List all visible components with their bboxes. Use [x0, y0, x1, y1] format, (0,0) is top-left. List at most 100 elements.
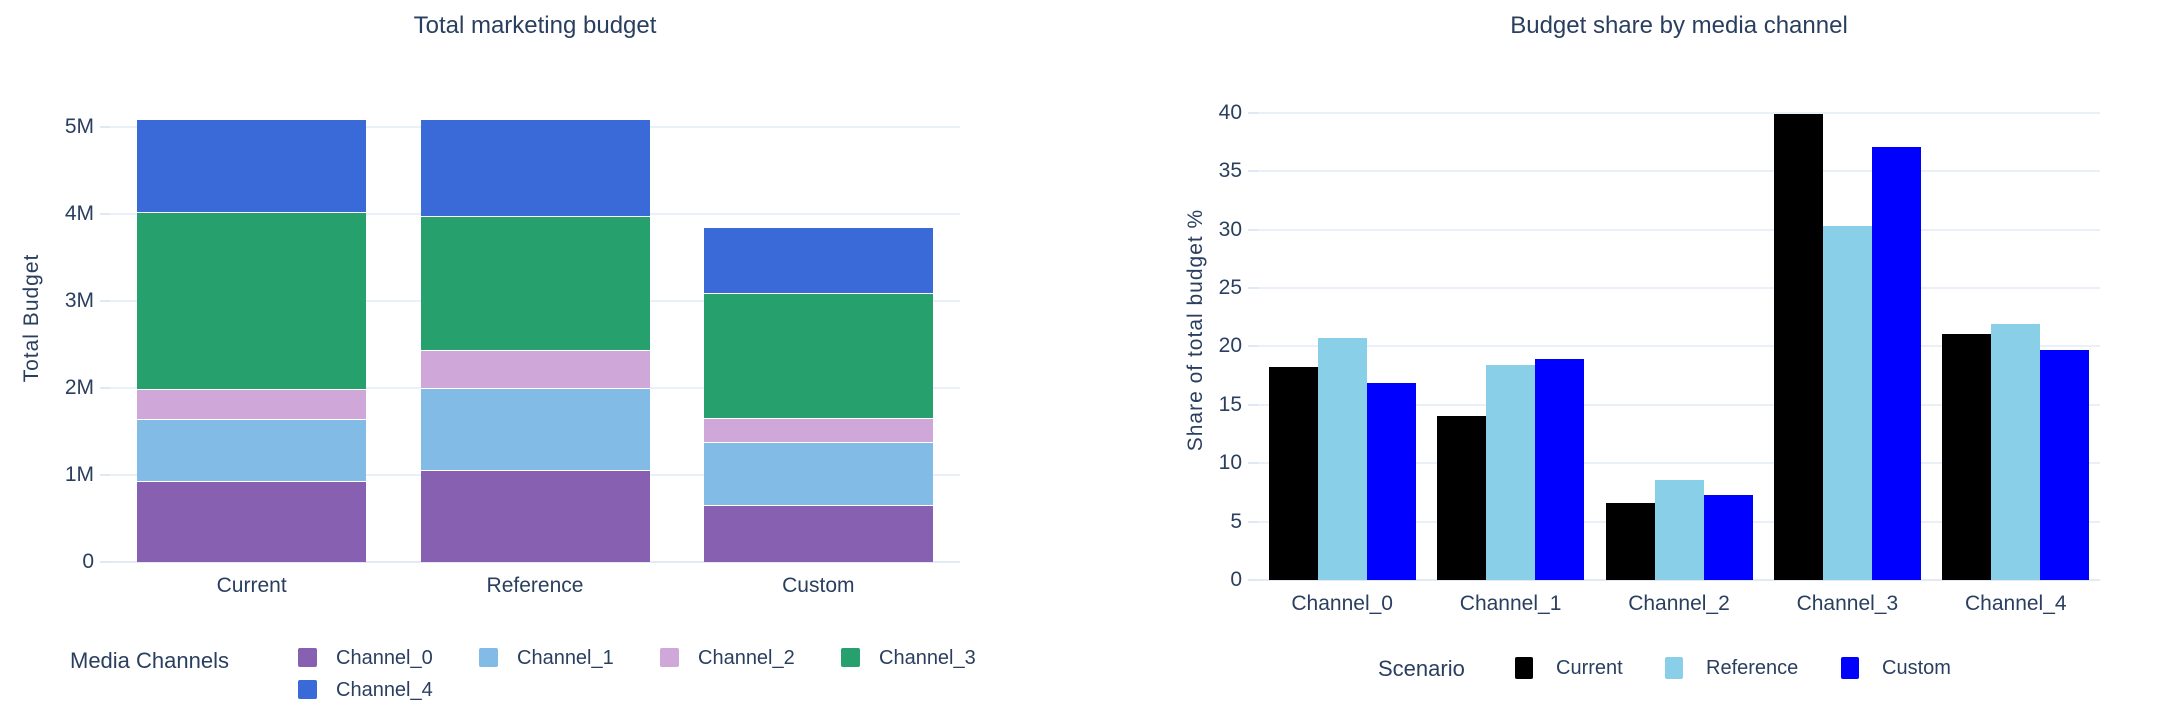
y-tick-mark — [100, 561, 110, 563]
bar-group-channel-1 — [1437, 359, 1585, 580]
gridline — [1258, 403, 2100, 406]
bar-current-channel-4[interactable] — [1942, 333, 1992, 580]
bar-custom-channel-4[interactable] — [2040, 349, 2090, 580]
y-tick-mark — [1248, 520, 1258, 523]
y-tick-mark — [100, 474, 110, 477]
x-tick-label-reference: Reference — [486, 574, 584, 597]
bar-segment-channel-1-custom[interactable] — [703, 442, 933, 506]
y-axis-title: Total Budget — [20, 253, 43, 383]
y-tick-mark — [100, 126, 110, 129]
bar-segment-channel-3-current[interactable] — [137, 212, 367, 389]
bar-reference-channel-2[interactable] — [1654, 479, 1704, 580]
gridline — [1258, 111, 2100, 114]
y-tick-label: 0 — [82, 550, 94, 573]
bar-reference-channel-1[interactable] — [1486, 365, 1536, 580]
bar-current-channel-2[interactable] — [1605, 502, 1655, 580]
x-tick-label-channel-2: Channel_2 — [1628, 592, 1730, 615]
legend-label: Channel_1 — [517, 647, 614, 669]
legend-label: Channel_2 — [698, 647, 795, 669]
gridline — [1258, 462, 2100, 465]
bar-segment-channel-4-custom[interactable] — [703, 227, 933, 294]
chart-title: Total marketing budget — [413, 12, 657, 39]
bar-segment-channel-0-current[interactable] — [137, 481, 367, 562]
y-tick-mark — [100, 300, 110, 303]
legend-swatch-channel-3 — [841, 648, 860, 667]
y-tick-label: 0 — [1230, 568, 1242, 591]
bar-group-channel-4 — [1942, 324, 2090, 580]
legend-swatch-channel-4 — [298, 680, 317, 699]
chart-title: Budget share by media channel — [1510, 12, 1848, 39]
legend-title: Media Channels — [70, 648, 229, 673]
bar-group-channel-0 — [1268, 338, 1416, 580]
x-tick-label-channel-1: Channel_1 — [1459, 592, 1562, 615]
y-tick-label: 40 — [1218, 100, 1242, 124]
y-tick-label: 10 — [1218, 451, 1242, 475]
y-tick-label: 30 — [1218, 217, 1242, 241]
y-tick-label: 5M — [64, 115, 94, 139]
legend-label: Channel_3 — [879, 647, 976, 669]
bar-segment-channel-0-custom[interactable] — [703, 505, 933, 562]
y-tick-mark — [1248, 403, 1258, 406]
bar-current-channel-1[interactable] — [1437, 416, 1487, 580]
legend-swatch-reference — [1665, 657, 1683, 679]
gridline — [1258, 345, 2100, 348]
bar-reference-channel-0[interactable] — [1317, 338, 1367, 580]
legend-label: Reference — [1706, 657, 1799, 679]
bar-custom-channel-2[interactable] — [1703, 494, 1753, 580]
y-tick-label: 5 — [1230, 509, 1242, 533]
bar-reference-channel-4[interactable] — [1991, 324, 2041, 580]
y-tick-label: 1M — [64, 463, 94, 487]
bar-segment-channel-1-reference[interactable] — [420, 388, 650, 470]
total-marketing-budget-chart: Total marketing budget Total Budget 0 1M 2… — [0, 0, 1020, 712]
stacked-bar-custom[interactable] — [703, 227, 933, 562]
bar-segment-channel-2-current[interactable] — [137, 388, 367, 419]
y-tick-label: 2M — [64, 376, 94, 400]
gridline — [1258, 170, 2100, 173]
legend-swatch-channel-0 — [298, 648, 317, 667]
bar-segment-channel-2-reference[interactable] — [420, 349, 650, 389]
legend-label: Custom — [1882, 657, 1951, 679]
y-tick-label: 20 — [1218, 334, 1242, 358]
bar-reference-channel-3[interactable] — [1822, 226, 1872, 580]
legend-label: Channel_0 — [336, 647, 433, 669]
x-tick-label-custom: Custom — [782, 574, 855, 597]
y-tick-label: 3M — [64, 289, 94, 313]
y-tick-mark — [1248, 462, 1258, 465]
plot-area: 0 1M 2M 3M 4M 5M Current Reference Custom — [65, 75, 960, 597]
legend-swatch-current — [1515, 657, 1533, 679]
y-tick-mark — [1248, 111, 1258, 114]
bar-segment-channel-4-current[interactable] — [137, 118, 367, 213]
bar-segment-channel-3-custom[interactable] — [703, 293, 933, 418]
bar-current-channel-3[interactable] — [1773, 113, 1823, 580]
y-tick-mark — [1248, 228, 1258, 231]
y-axis-title: Share of total budget % — [1184, 208, 1207, 452]
plot-area: 0 5 10 15 20 25 30 35 40 Channel_0 Channel_1 Channe… — [1219, 80, 2100, 615]
bar-segment-channel-2-custom[interactable] — [703, 417, 933, 443]
gridline — [1258, 286, 2100, 289]
y-tick-label: 4M — [64, 202, 94, 226]
y-tick-mark — [1248, 286, 1258, 289]
x-tick-label-channel-4: Channel_4 — [1964, 592, 2067, 615]
x-axis-line — [110, 561, 960, 563]
bar-group-channel-3 — [1773, 113, 1921, 580]
bar-custom-channel-0[interactable] — [1366, 382, 1416, 580]
stacked-bar-current[interactable] — [137, 118, 367, 562]
legend-title: Scenario — [1378, 656, 1465, 681]
legend-label: Current — [1556, 657, 1623, 679]
bar-custom-channel-1[interactable] — [1535, 359, 1585, 580]
bar-segment-channel-1-current[interactable] — [137, 418, 367, 482]
y-tick-label: 35 — [1218, 159, 1242, 183]
bar-current-channel-0[interactable] — [1268, 367, 1318, 580]
stacked-bar-reference[interactable] — [420, 118, 650, 562]
y-tick-mark — [1248, 345, 1258, 348]
bar-segment-channel-0-reference[interactable] — [420, 469, 650, 562]
bar-custom-channel-3[interactable] — [1871, 146, 1921, 580]
y-tick-label: 15 — [1218, 392, 1242, 416]
bar-segment-channel-4-reference[interactable] — [420, 118, 650, 216]
bar-group-channel-2 — [1605, 479, 1753, 580]
x-tick-label-channel-3: Channel_3 — [1796, 592, 1899, 615]
x-tick-label-current: Current — [216, 574, 287, 597]
bar-segment-channel-3-reference[interactable] — [420, 215, 650, 350]
gridline — [1258, 228, 2100, 231]
